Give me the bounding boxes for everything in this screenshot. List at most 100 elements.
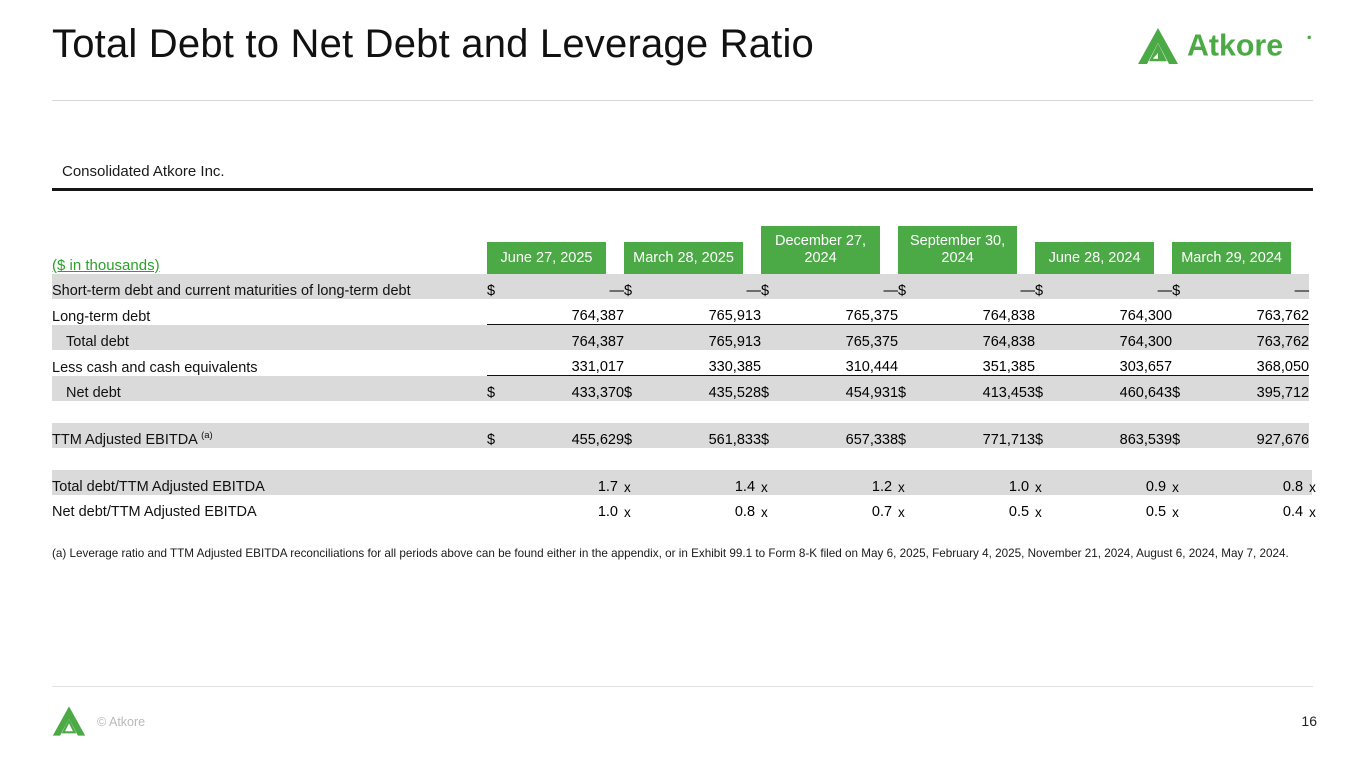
row-suffix: x [1035,480,1042,495]
atkore-logo: Atkore [1137,26,1317,66]
row-value: 927,676 [1256,432,1310,448]
row-value: — [1157,283,1173,299]
row-currency: $ [487,432,496,448]
row-value: 454,931 [785,375,899,401]
column-header-4: June 28, 2024 [1035,226,1172,274]
row-suffix: x [624,480,631,495]
row-currency: $ [761,432,770,448]
row-value: 863,539 [1119,432,1173,448]
row-currency: $ [487,283,496,299]
row-value: 765,375 [845,308,899,324]
row-currency [624,299,648,325]
row-value: 764,838 [922,324,1036,350]
row-currency [1172,299,1196,325]
row-currency [1035,324,1060,350]
row-value: 0.8 [1282,479,1304,495]
row-value: 763,762 [1256,308,1310,324]
page-title: Total Debt to Net Debt and Leverage Rati… [52,22,814,66]
column-header-label: June 27, 2025 [487,242,607,274]
row-value: 763,762 [1196,324,1310,350]
row-value: 1.7 [597,479,619,495]
row-value: 764,300 [1119,308,1173,324]
row-suffix: x [1035,505,1042,520]
row-currency: $ [898,283,907,299]
row-value: 0.5 [1008,504,1030,520]
row-currency: $ [624,432,633,448]
row-value: 764,387 [511,324,625,350]
row-value: 331,017 [571,359,625,375]
svg-text:Atkore: Atkore [1187,30,1283,63]
row-value: 460,643 [1059,375,1173,401]
footer-copyright: © Atkore [97,715,146,729]
row-currency [1172,324,1197,350]
row-suffix: x [1172,480,1179,495]
row-currency [761,324,786,350]
row-currency: $ [1172,375,1197,401]
row-currency: $ [1035,375,1060,401]
row-currency [898,350,922,376]
row-value: — [746,283,762,299]
row-currency [624,350,648,376]
row-value: 310,444 [845,359,899,375]
column-header-5: March 29, 2024 [1172,226,1309,274]
row-label: Net debt [66,385,121,401]
row-label: Less cash and cash equivalents [52,359,258,376]
row-value: 771,713 [982,432,1036,448]
row-currency [487,350,511,376]
footer-divider [52,686,1313,687]
row-currency: $ [1172,283,1181,299]
row-value: 368,050 [1256,359,1310,375]
row-label: Short-term debt and current maturities o… [52,283,411,299]
row-value: 657,338 [845,432,899,448]
atkore-wordmark: Atkore [1187,30,1311,63]
row-value: 435,528 [648,375,762,401]
row-value: 0.4 [1282,504,1304,520]
row-suffix: x [624,505,631,520]
row-currency [1035,299,1059,325]
row-label: Net debt/TTM Adjusted EBITDA [52,504,257,520]
row-currency: $ [1035,432,1044,448]
row-value: 0.7 [871,504,893,520]
title-divider [52,100,1313,101]
row-value: 1.4 [734,479,756,495]
row-suffix: x [898,505,905,520]
row-currency [487,495,511,520]
row-suffix: x [761,480,768,495]
subtitle-divider [52,188,1313,191]
row-value: 0.9 [1145,479,1167,495]
row-suffix: x [1309,505,1316,520]
page-number: 16 [1301,713,1317,729]
table-row: Short-term debt and current maturities o… [52,274,1312,299]
row-currency: $ [898,432,907,448]
row-value: 561,833 [708,432,762,448]
row-value: 0.5 [1145,504,1167,520]
row-currency: $ [898,375,923,401]
row-value: 433,370 [511,375,625,401]
triangle-chevron-icon [1138,28,1178,64]
row-value: — [1294,283,1310,299]
row-label: Long-term debt [52,308,151,325]
row-suffix: x [1309,480,1316,495]
financial-table: ($ in thousands) June 27, 2025 March 28,… [52,226,1316,520]
row-currency: $ [624,283,633,299]
column-header-label: September 30, 2024 [898,226,1018,274]
table-spacer [52,401,1312,423]
row-value: 351,385 [982,359,1036,375]
column-header-label: December 27, 2024 [761,226,881,274]
section-subtitle: Consolidated Atkore Inc. [62,163,225,180]
table-row: TTM Adjusted EBITDA (a) $ 455,629 $ 561,… [52,423,1312,448]
row-value: 1.2 [871,479,893,495]
row-currency: $ [1035,283,1044,299]
row-value: 765,913 [648,324,762,350]
row-currency [1172,350,1196,376]
row-currency [898,324,923,350]
column-header-3: September 30, 2024 [898,226,1035,274]
footnote-text: (a) Leverage ratio and TTM Adjusted EBIT… [52,547,1289,560]
table-row: Long-term debt 764,387 765,913 765,375 7… [52,299,1312,325]
row-currency [1035,350,1059,376]
row-currency [487,299,511,325]
row-value: 764,387 [571,308,625,324]
row-value: 765,913 [708,308,762,324]
table-row: Total debt/TTM Adjusted EBITDA 1.7 x 1.4… [52,470,1316,495]
